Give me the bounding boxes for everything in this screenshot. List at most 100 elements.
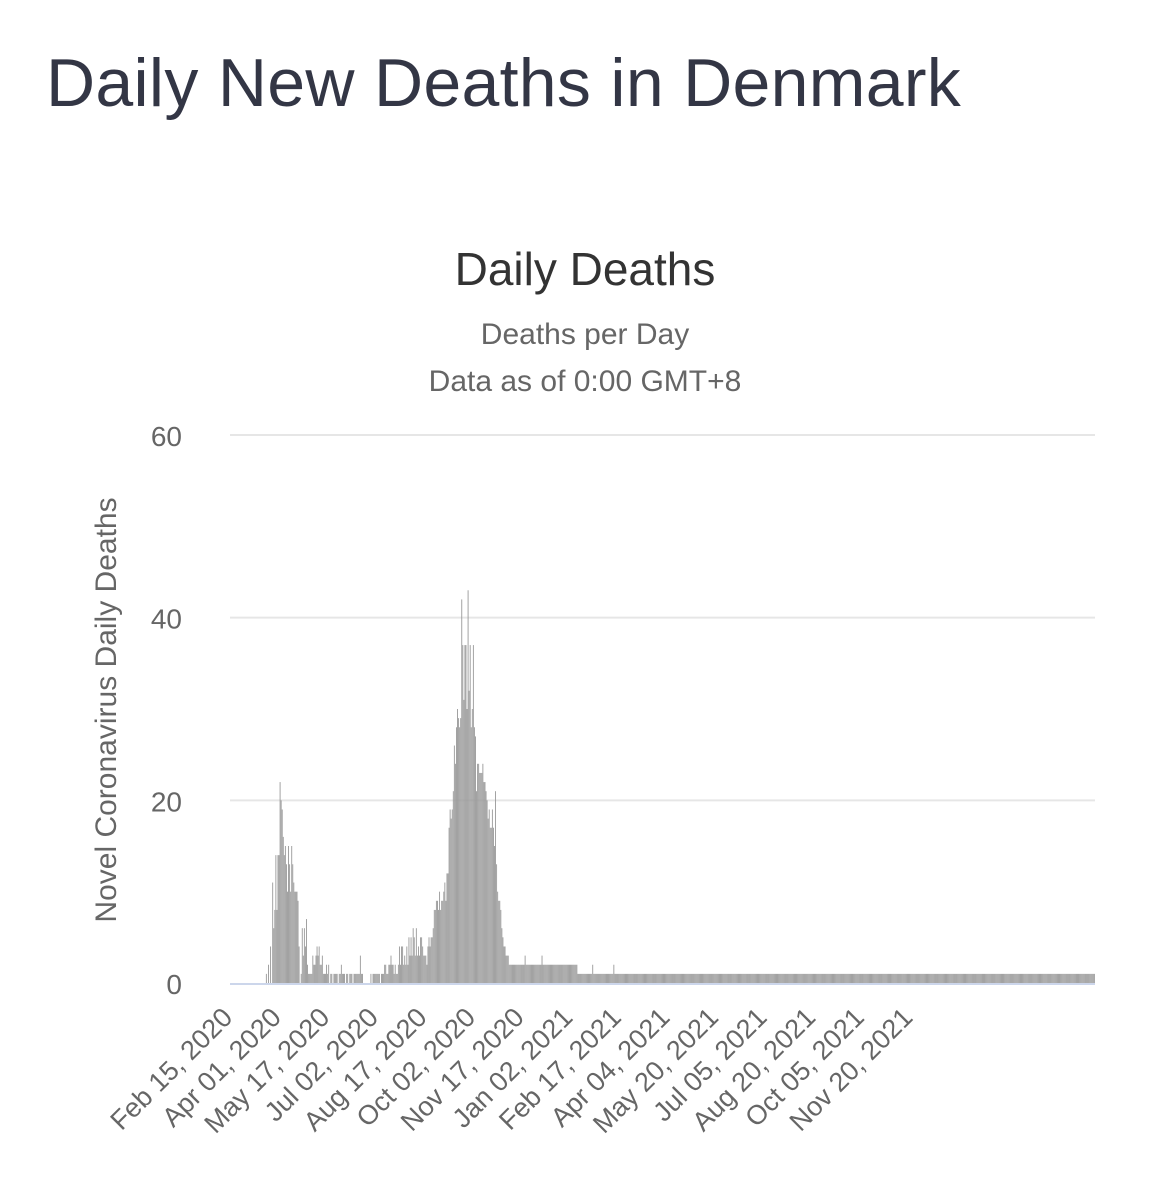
bar	[703, 973, 705, 983]
bar	[962, 973, 964, 983]
bar	[623, 973, 625, 983]
bar	[618, 973, 620, 983]
bar	[415, 928, 417, 983]
bar	[1010, 973, 1012, 983]
bar	[278, 855, 280, 983]
bar	[608, 973, 610, 983]
bar	[715, 973, 717, 983]
bar	[868, 973, 870, 983]
bar	[776, 973, 777, 983]
bar	[645, 973, 646, 983]
bar	[388, 964, 390, 983]
bar	[372, 973, 374, 983]
bar	[349, 973, 351, 983]
bar	[867, 973, 869, 983]
bar	[550, 964, 551, 983]
bar	[778, 973, 780, 983]
bar	[298, 946, 300, 983]
bar	[548, 964, 550, 983]
bar	[533, 964, 535, 983]
bar	[716, 973, 718, 983]
bar	[391, 964, 393, 983]
bar	[922, 973, 924, 983]
bar	[959, 973, 961, 983]
bar	[929, 973, 931, 983]
bar	[977, 973, 979, 983]
bar	[544, 964, 546, 983]
bar	[576, 964, 578, 983]
bar	[782, 973, 784, 983]
bar	[272, 882, 274, 983]
bar	[648, 973, 650, 983]
bar	[294, 891, 296, 983]
bar	[939, 973, 941, 983]
bar	[554, 964, 556, 983]
bar	[907, 973, 908, 983]
bar	[376, 973, 378, 983]
bar	[517, 964, 519, 983]
bar	[395, 973, 397, 983]
bar	[604, 973, 606, 983]
bar-series	[265, 590, 1095, 983]
bar	[275, 855, 277, 983]
bar	[503, 946, 505, 983]
bar	[661, 973, 663, 983]
bar	[383, 973, 385, 983]
bar	[373, 973, 375, 983]
bar	[394, 964, 396, 983]
bar	[649, 973, 651, 983]
bar	[296, 891, 298, 983]
bar	[569, 964, 570, 983]
bar	[1037, 973, 1039, 983]
bar	[595, 973, 597, 983]
bar	[362, 973, 363, 983]
bar	[807, 973, 809, 983]
bar	[713, 973, 715, 983]
bar	[494, 846, 495, 983]
bar	[405, 964, 407, 983]
bar	[523, 964, 525, 983]
bar	[988, 973, 990, 983]
bar	[945, 973, 946, 983]
bar	[471, 709, 473, 983]
bar	[731, 973, 733, 983]
bar	[862, 973, 864, 983]
bar	[951, 973, 953, 983]
bar	[968, 973, 970, 983]
bar	[596, 973, 598, 983]
bar	[419, 955, 420, 983]
bar	[694, 973, 696, 983]
bar	[692, 973, 694, 983]
bar	[484, 782, 486, 983]
bar	[902, 973, 904, 983]
bar	[840, 973, 842, 983]
bar	[702, 973, 704, 983]
bar	[953, 973, 955, 983]
bar	[360, 973, 362, 983]
bar	[403, 964, 405, 983]
bar	[282, 836, 284, 983]
bar	[644, 973, 645, 983]
bar	[357, 973, 359, 983]
bar	[555, 964, 557, 983]
bar	[950, 973, 952, 983]
bar	[312, 955, 314, 983]
bar	[1052, 973, 1054, 983]
bar	[1089, 973, 1091, 983]
bar	[948, 973, 950, 983]
bar	[1018, 973, 1020, 983]
bar	[524, 955, 526, 983]
bar	[859, 973, 861, 983]
bar	[724, 973, 726, 983]
bar	[729, 973, 731, 983]
bar	[487, 818, 489, 983]
bar	[463, 699, 465, 983]
bar	[429, 946, 431, 983]
bar	[1013, 973, 1015, 983]
bar	[350, 973, 352, 983]
bar	[1093, 973, 1095, 983]
bar	[895, 973, 897, 983]
bar	[986, 973, 988, 983]
bar	[964, 973, 965, 983]
